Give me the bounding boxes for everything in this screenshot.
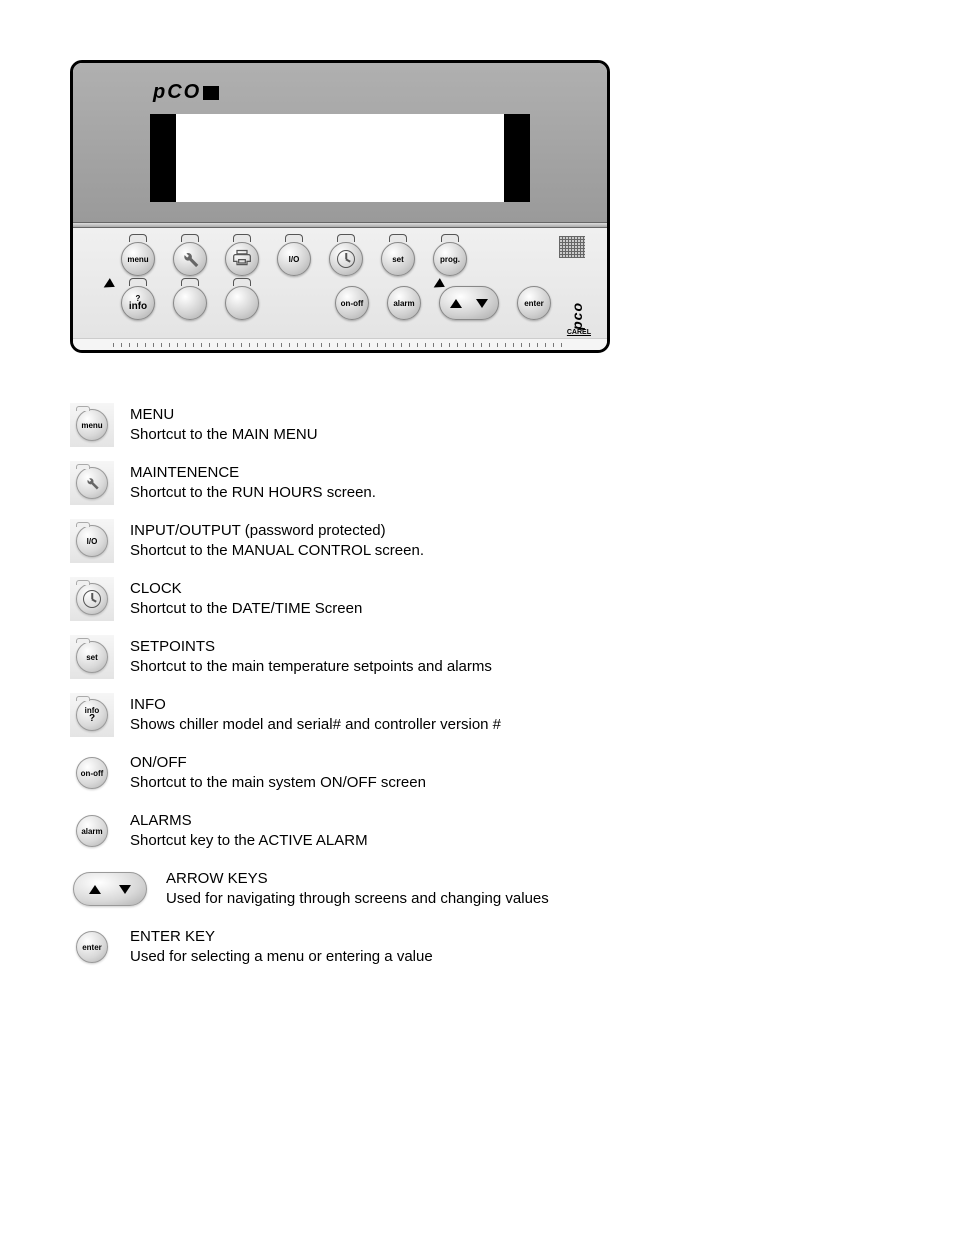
arrow-keys-icon bbox=[73, 872, 147, 906]
speaker-grille-icon bbox=[559, 236, 585, 258]
legend-desc: Shortcut to the DATE/TIME Screen bbox=[130, 599, 362, 619]
legend-desc: Shortcut to the main temperature setpoin… bbox=[130, 657, 492, 677]
set-button[interactable]: set bbox=[381, 242, 415, 276]
logo-text: pCO bbox=[153, 81, 201, 104]
legend-title: CLOCK bbox=[130, 579, 362, 599]
arrow-down-icon bbox=[476, 299, 488, 308]
arrow-up-icon bbox=[450, 299, 462, 308]
legend-title: SETPOINTS bbox=[130, 637, 492, 657]
button-row-bottom: ?info on-off alarm enter bbox=[93, 286, 587, 320]
controller-device: pCO menu I/O set prog bbox=[70, 60, 610, 353]
legend-row-clock: CLOCK Shortcut to the DATE/TIME Screen bbox=[70, 577, 884, 621]
clock-button[interactable] bbox=[329, 242, 363, 276]
logo-square-icon bbox=[203, 86, 219, 100]
menu-icon: menu bbox=[76, 409, 108, 441]
onoff-button[interactable]: on-off bbox=[335, 286, 369, 320]
io-button[interactable]: I/O bbox=[277, 242, 311, 276]
arrow-keys-button[interactable] bbox=[439, 286, 499, 320]
blank-button-1[interactable] bbox=[173, 286, 207, 320]
legend-title: INFO bbox=[130, 695, 501, 715]
device-logo: pCO bbox=[153, 81, 587, 104]
legend-desc: Shows chiller model and serial# and cont… bbox=[130, 715, 501, 735]
legend-desc: Shortcut key to the ACTIVE ALARM bbox=[130, 831, 368, 851]
legend-row-menu: menu MENU Shortcut to the MAIN MENU bbox=[70, 403, 884, 447]
legend-desc: Shortcut to the MANUAL CONTROL screen. bbox=[130, 541, 424, 561]
device-display-area: pCO bbox=[73, 63, 607, 222]
legend-title: INPUT/OUTPUT (password protected) bbox=[130, 521, 424, 541]
legend-row-enter: enter ENTER KEY Used for selecting a men… bbox=[70, 925, 884, 969]
maintenance-button[interactable] bbox=[173, 242, 207, 276]
legend-title: ENTER KEY bbox=[130, 927, 433, 947]
button-row-top: menu I/O set prog. bbox=[93, 242, 587, 276]
lcd-screen bbox=[150, 114, 530, 202]
prog-button[interactable]: prog. bbox=[433, 242, 467, 276]
legend-desc: Shortcut to the RUN HOURS screen. bbox=[130, 483, 376, 503]
brand-label: CAREL bbox=[567, 329, 591, 336]
clock-icon bbox=[337, 250, 355, 268]
info-icon: info? bbox=[76, 699, 108, 731]
alarm-icon: alarm bbox=[76, 815, 108, 847]
legend-title: ARROW KEYS bbox=[166, 869, 549, 889]
button-legend: menu MENU Shortcut to the MAIN MENU MAIN… bbox=[70, 403, 884, 969]
legend-title: ON/OFF bbox=[130, 753, 426, 773]
legend-title: MAINTENENCE bbox=[130, 463, 376, 483]
clock-icon bbox=[76, 583, 108, 615]
legend-title: MENU bbox=[130, 405, 318, 425]
menu-button[interactable]: menu bbox=[121, 242, 155, 276]
alarm-button[interactable]: alarm bbox=[387, 286, 421, 320]
enter-button[interactable]: enter bbox=[517, 286, 551, 320]
printer-button[interactable] bbox=[225, 242, 259, 276]
printer-icon bbox=[232, 248, 252, 270]
legend-desc: Shortcut to the MAIN MENU bbox=[130, 425, 318, 445]
legend-row-maintenance: MAINTENENCE Shortcut to the RUN HOURS sc… bbox=[70, 461, 884, 505]
io-icon: I/O bbox=[76, 525, 108, 557]
onoff-icon: on-off bbox=[76, 757, 108, 789]
legend-title: ALARMS bbox=[130, 811, 368, 831]
wrench-icon bbox=[180, 249, 200, 269]
wrench-icon bbox=[76, 467, 108, 499]
legend-row-info: info? INFO Shows chiller model and seria… bbox=[70, 693, 884, 737]
side-logo: pco bbox=[569, 302, 585, 330]
legend-desc: Used for selecting a menu or entering a … bbox=[130, 947, 433, 967]
legend-row-onoff: on-off ON/OFF Shortcut to the main syste… bbox=[70, 751, 884, 795]
blank-button-2[interactable] bbox=[225, 286, 259, 320]
legend-desc: Used for navigating through screens and … bbox=[166, 889, 549, 909]
legend-row-io: I/O INPUT/OUTPUT (password protected) Sh… bbox=[70, 519, 884, 563]
enter-icon: enter bbox=[76, 931, 108, 963]
legend-row-setpoints: set SETPOINTS Shortcut to the main tempe… bbox=[70, 635, 884, 679]
legend-row-alarms: alarm ALARMS Shortcut key to the ACTIVE … bbox=[70, 809, 884, 853]
info-button[interactable]: ?info bbox=[121, 286, 155, 320]
legend-row-arrows: ARROW KEYS Used for navigating through s… bbox=[70, 867, 884, 911]
device-base bbox=[73, 338, 607, 350]
set-icon: set bbox=[76, 641, 108, 673]
legend-desc: Shortcut to the main system ON/OFF scree… bbox=[130, 773, 426, 793]
device-button-panel: menu I/O set prog. ?info bbox=[73, 228, 607, 338]
